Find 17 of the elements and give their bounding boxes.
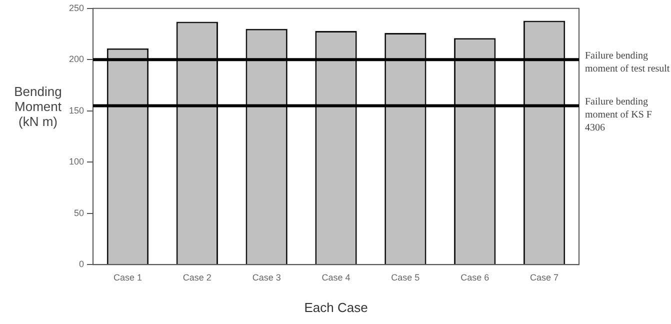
- x-tick-label: Case 2: [182, 272, 212, 282]
- x-tick-label: Case 6: [460, 272, 490, 282]
- y-tick-label: 200: [68, 54, 84, 64]
- x-tick-label: Case 4: [322, 272, 350, 282]
- x-tick-label: Case 1: [113, 272, 142, 282]
- y-tick-label: 150: [68, 105, 84, 116]
- y-axis-title: Bending Moment (kN m): [14, 84, 62, 130]
- y-tick-label: 100: [68, 156, 84, 167]
- x-axis-title: Each Case: [304, 300, 368, 315]
- x-tick-label: Case 3: [252, 272, 281, 282]
- ref-line-label: Failure bending moment of test result: [585, 50, 670, 74]
- y-tick-label: 250: [68, 2, 84, 13]
- ref-line-label: Failure bending moment of KS F 4306: [585, 96, 652, 134]
- x-tick-label: Case 7: [530, 272, 559, 282]
- y-tick-label: 50: [74, 208, 84, 218]
- x-tick-label: Case 5: [391, 272, 420, 282]
- y-tick-label: 0: [79, 259, 84, 270]
